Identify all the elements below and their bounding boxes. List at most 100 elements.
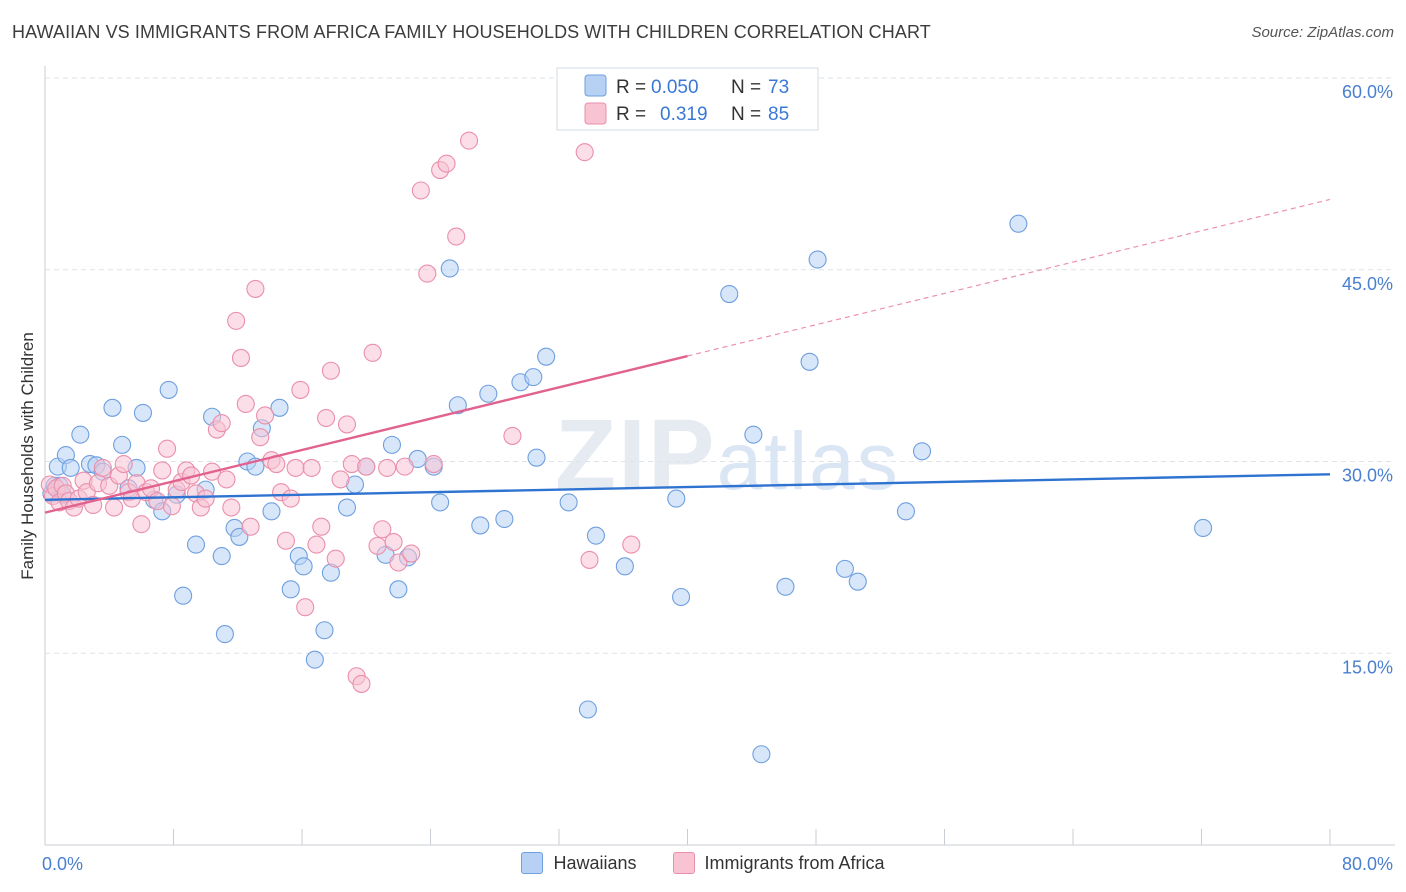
hawaiians-point-74 bbox=[1194, 518, 1213, 538]
africa-point-27 bbox=[162, 497, 181, 516]
africa-point-56 bbox=[307, 535, 326, 554]
hawaiians-point-63 bbox=[672, 587, 691, 607]
africa-point-38 bbox=[217, 470, 236, 489]
x-tick-label-min: 0.0% bbox=[42, 854, 83, 874]
africa-point-70 bbox=[378, 458, 397, 477]
africa-point-55 bbox=[302, 458, 321, 477]
correlation-legend: R = 0.050 N = 73 R = 0.319 N = 85 bbox=[556, 67, 819, 131]
axes bbox=[44, 66, 1395, 846]
hawaiians-point-7 bbox=[71, 425, 90, 444]
hawaiians-point-35 bbox=[294, 557, 313, 576]
africa-point-21 bbox=[132, 515, 151, 534]
hawaiians-point-25 bbox=[215, 625, 234, 644]
africa-point-15 bbox=[105, 498, 124, 517]
legend-n-label-0: N = bbox=[731, 77, 761, 98]
hawaiians-point-43 bbox=[382, 435, 402, 454]
hawaiians-point-18 bbox=[159, 380, 178, 399]
hawaiians-point-15 bbox=[133, 403, 153, 422]
africa-point-61 bbox=[331, 470, 350, 489]
africa-point-67 bbox=[363, 343, 382, 362]
africa-point-53 bbox=[291, 380, 310, 399]
legend-item-hawaiians: Hawaiians bbox=[521, 852, 637, 874]
africa-point-42 bbox=[236, 394, 255, 414]
chart-title: HAWAIIAN VS IMMIGRANTS FROM AFRICA FAMIL… bbox=[12, 22, 931, 42]
africa-point-34 bbox=[196, 489, 215, 508]
hawaiians-point-37 bbox=[315, 621, 334, 640]
legend-n-value-1: 85 bbox=[768, 104, 789, 125]
africa-point-60 bbox=[326, 549, 345, 568]
hawaiians-point-36 bbox=[305, 650, 324, 669]
legend-r-value-0: 0.050 bbox=[651, 77, 699, 98]
legend-label-africa: Immigrants from Africa bbox=[704, 852, 885, 873]
hawaiians-point-62 bbox=[667, 489, 686, 508]
hawaiians-point-60 bbox=[586, 526, 605, 545]
hawaiians-point-57 bbox=[537, 347, 556, 366]
hawaiians-point-31 bbox=[262, 502, 281, 521]
legend-swatch-africa-bottom bbox=[672, 852, 695, 874]
africa-point-39 bbox=[222, 498, 241, 517]
hawaiians-point-12 bbox=[113, 435, 132, 454]
africa-point-81 bbox=[459, 131, 479, 150]
legend-swatch-hawaiians-bottom bbox=[521, 852, 544, 874]
africa-trend-line bbox=[44, 354, 688, 514]
africa-point-13 bbox=[93, 458, 112, 477]
africa-point-44 bbox=[246, 279, 265, 298]
hawaiians-point-68 bbox=[808, 250, 827, 269]
africa-point-51 bbox=[281, 489, 300, 508]
hawaiians-point-51 bbox=[471, 516, 490, 535]
hawaiians-point-66 bbox=[776, 577, 795, 596]
hawaiians-point-53 bbox=[495, 509, 514, 529]
hawaiians-point-52 bbox=[479, 384, 498, 403]
africa-point-46 bbox=[256, 406, 275, 425]
hawaiians-point-20 bbox=[174, 586, 193, 605]
africa-point-75 bbox=[411, 181, 430, 200]
hawaiians-point-33 bbox=[281, 580, 300, 599]
hawaiians-point-21 bbox=[186, 535, 206, 554]
legend-n-label-1: N = bbox=[731, 104, 761, 125]
legend-item-africa: Immigrants from Africa bbox=[672, 852, 885, 874]
hawaiians-point-72 bbox=[912, 442, 932, 461]
africa-points bbox=[40, 131, 641, 693]
africa-point-41 bbox=[231, 348, 251, 368]
hawaiians-trend-line bbox=[44, 473, 1331, 502]
hawaiians-point-27 bbox=[230, 527, 249, 546]
africa-point-84 bbox=[580, 550, 599, 569]
africa-point-76 bbox=[418, 264, 437, 283]
africa-point-80 bbox=[447, 227, 466, 246]
grid-lines bbox=[45, 77, 1395, 654]
africa-point-26 bbox=[158, 439, 177, 458]
hawaiians-point-73 bbox=[1009, 214, 1028, 233]
legend-r-label-1: R = bbox=[616, 104, 646, 125]
legend-r-value-1: 0.319 bbox=[660, 104, 708, 125]
africa-point-85 bbox=[622, 535, 641, 554]
y-tick-label-60: 60.0% bbox=[1342, 82, 1393, 102]
hawaiians-point-11 bbox=[103, 398, 122, 417]
africa-point-43 bbox=[241, 517, 260, 536]
hawaiians-point-24 bbox=[212, 547, 231, 566]
source-credit: Source: ZipAtlas.com bbox=[1251, 24, 1394, 41]
y-tick-label-15: 15.0% bbox=[1342, 657, 1393, 677]
africa-trend-extension bbox=[687, 198, 1331, 357]
hawaiians-point-55 bbox=[524, 368, 543, 387]
hawaiians-point-70 bbox=[848, 572, 867, 591]
africa-point-77 bbox=[424, 455, 443, 474]
legend-label-hawaiians: Hawaiians bbox=[553, 852, 637, 873]
hawaiians-point-48 bbox=[431, 493, 450, 512]
africa-point-17 bbox=[114, 455, 133, 474]
hawaiians-point-67 bbox=[800, 352, 819, 371]
africa-point-72 bbox=[389, 553, 408, 572]
hawaiians-point-59 bbox=[578, 700, 597, 719]
x-tick-label-max: 80.0% bbox=[1342, 854, 1393, 874]
series-legend: Hawaiians Immigrants from Africa bbox=[0, 852, 1406, 874]
africa-point-58 bbox=[317, 408, 336, 428]
africa-point-82 bbox=[503, 426, 522, 445]
legend-swatch-hawaiians bbox=[584, 74, 607, 97]
legend-swatch-africa bbox=[584, 102, 607, 125]
hawaiians-point-6 bbox=[61, 458, 80, 477]
hawaiians-point-65 bbox=[744, 425, 763, 444]
africa-point-83 bbox=[575, 143, 594, 162]
hawaiians-point-71 bbox=[896, 502, 916, 521]
hawaiians-point-64 bbox=[720, 284, 739, 304]
legend-n-value-0: 73 bbox=[768, 77, 789, 98]
